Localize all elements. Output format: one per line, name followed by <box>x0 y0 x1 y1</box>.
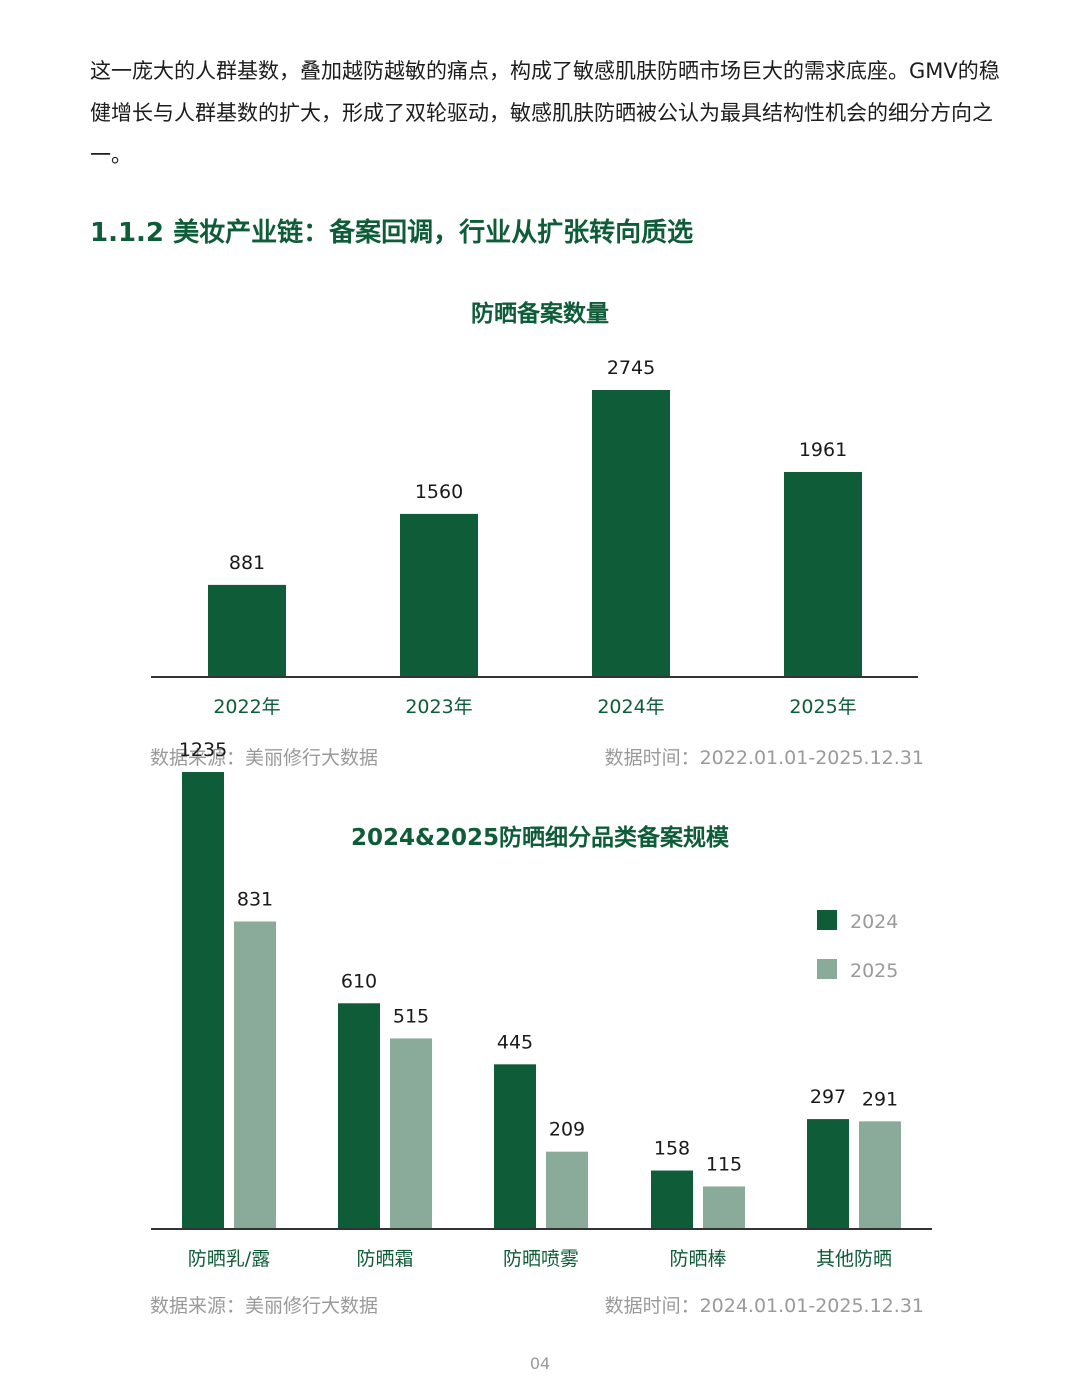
chart2-value-label: 831 <box>237 888 273 910</box>
chart2-category-label: 防晒棒 <box>669 1248 726 1270</box>
chart2-value-label: 209 <box>549 1119 585 1141</box>
chart1-bar <box>208 584 286 677</box>
chart1-value-label: 2745 <box>607 357 655 379</box>
chart2-bar-2025 <box>859 1121 901 1229</box>
page-number: 04 <box>529 1354 551 1373</box>
chart2-value-label: 515 <box>393 1005 429 1027</box>
section-heading: 1.1.2 美妆产业链：备案回调，行业从扩张转向质选 <box>90 218 694 248</box>
chart2-period: 数据时间：2024.01.01-2025.12.31 <box>604 1295 924 1317</box>
chart1-title: 防晒备案数量 <box>471 301 609 327</box>
chart1-category-label: 2022年 <box>213 696 280 718</box>
chart1-bar <box>400 513 478 677</box>
chart1-category-label: 2025年 <box>789 696 856 718</box>
legend-label-2024: 2024 <box>850 911 898 933</box>
chart1-category-label: 2024年 <box>597 696 664 718</box>
chart2-source: 数据来源：美丽修行大数据 <box>150 1295 379 1317</box>
intro-paragraph: 这一庞大的人群基数，叠加越防越敏的痛点，构成了敏感肌肤防晒市场巨大的需求底座。G… <box>90 59 1000 167</box>
chart2-grouped-bar-chart: 1235 831 防晒乳/露 610 515 防晒霜 445 209 防晒喷雾 158 115 防晒棒… <box>151 739 932 1270</box>
chart2-value-label: 610 <box>341 970 377 992</box>
legend-swatch-2025 <box>817 959 837 979</box>
chart1-value-label: 1961 <box>799 439 847 461</box>
chart2-category-label: 防晒乳/露 <box>188 1248 270 1270</box>
chart2-bar-2025 <box>546 1151 588 1229</box>
chart1-value-label: 1560 <box>415 481 463 503</box>
chart1-value-label: 881 <box>229 552 265 574</box>
chart2-value-label: 297 <box>810 1086 846 1108</box>
legend-label-2025: 2025 <box>850 960 898 982</box>
chart1-bar <box>592 390 670 677</box>
chart2-category-label: 其他防晒 <box>816 1248 892 1270</box>
chart2-category-label: 防晒喷雾 <box>503 1248 579 1270</box>
chart2-bar-2024 <box>494 1064 536 1229</box>
chart2-bar-2025 <box>390 1038 432 1229</box>
chart2-bar-2024 <box>182 772 224 1229</box>
chart2-value-label: 291 <box>862 1088 898 1110</box>
legend-swatch-2024 <box>817 910 837 930</box>
chart1-period: 数据时间：2022.01.01-2025.12.31 <box>604 747 924 769</box>
chart1-bar <box>784 471 862 677</box>
chart2-value-label: 1235 <box>179 739 227 761</box>
chart1-bar-chart: 881 2022年 1560 2023年 2745 2024年 1961 2025年 <box>151 357 918 718</box>
chart2-category-label: 防晒霜 <box>356 1248 413 1270</box>
chart2-value-label: 445 <box>497 1031 533 1053</box>
chart2-bar-2025 <box>234 921 276 1229</box>
chart2-bar-2024 <box>338 1003 380 1229</box>
chart2-bar-2024 <box>807 1119 849 1229</box>
chart2-bar-2025 <box>703 1186 745 1229</box>
chart2-value-label: 115 <box>706 1153 742 1175</box>
chart2-title: 2024&2025防晒细分品类备案规模 <box>350 825 730 851</box>
chart2-value-label: 158 <box>654 1138 690 1160</box>
chart1-category-label: 2023年 <box>405 696 472 718</box>
chart1-source: 数据来源：美丽修行大数据 <box>150 747 379 769</box>
chart2-bar-2024 <box>651 1170 693 1229</box>
